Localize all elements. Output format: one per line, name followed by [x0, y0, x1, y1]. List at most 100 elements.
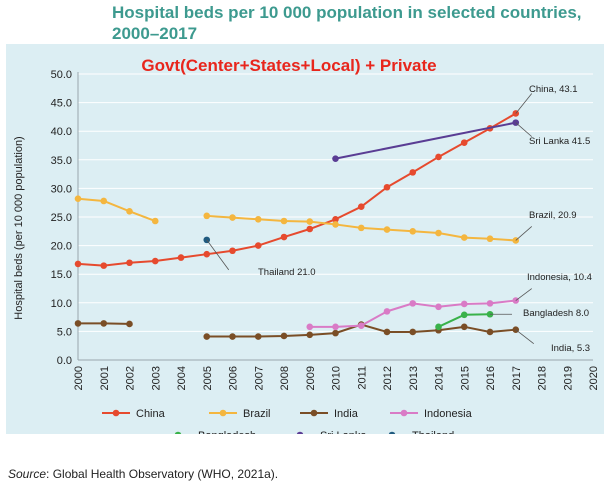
data-point-china [229, 247, 236, 255]
y-tick-label: 20.0 [51, 241, 72, 253]
x-tick-label: 2018 [537, 366, 549, 390]
data-point-indonesia [435, 303, 442, 311]
chart-panel: 0.0 5.0 10.0 15.0 20.0 25.0 30.0 35.0 40.0 45.0 50… [6, 44, 604, 442]
y-axis-label: Hospital beds (per 10 000 population) [13, 136, 25, 319]
series-line-sri-lanka [335, 121, 516, 160]
series-layer [74, 110, 520, 340]
y-tick-label: 15.0 [51, 269, 72, 281]
y-tick-label: 50.0 [51, 69, 72, 81]
data-point-brazil [409, 228, 417, 235]
data-point-china [280, 233, 288, 241]
x-tick-label: 2005 [202, 366, 214, 390]
annotation-label: Indonesia, 10.4 [527, 272, 592, 283]
legend-swatch-dot-sri-lanka [296, 431, 304, 439]
data-point-india [100, 320, 108, 327]
data-point-india [203, 333, 211, 340]
annotation-leader [515, 329, 534, 344]
data-point-india [74, 320, 82, 327]
annotation-layer: China, 43.1 Sri Lanka 41.5 Brazil, 20.9 Tha… [206, 84, 592, 354]
data-point-brazil [203, 212, 211, 220]
legend-layer: China Brazil India Indonesia Bangladesh Sri L… [102, 408, 473, 442]
x-tick-label: 2014 [434, 366, 446, 390]
legend-label-thailand: Thailand [412, 430, 454, 434]
chart-title-line2: 2000–2017 [112, 24, 198, 43]
x-tick-label: 2002 [125, 366, 137, 390]
legend-label-brazil: Brazil [243, 408, 271, 420]
x-tick-label: 2004 [176, 366, 188, 390]
data-point-indonesia [383, 308, 391, 315]
data-point-bangladesh [460, 311, 468, 319]
source-note: Source: Global Health Observatory (WHO, … [8, 467, 278, 481]
chart-svg: 0.0 5.0 10.0 15.0 20.0 25.0 30.0 35.0 40.0 45.0 50… [13, 56, 600, 442]
annotation-leader [515, 288, 532, 301]
x-tick-label: 2009 [305, 366, 317, 390]
data-point-india [229, 333, 236, 340]
data-point-china [100, 262, 108, 269]
data-point-china [126, 259, 133, 267]
annotation-leader [515, 122, 533, 137]
data-point-china [383, 183, 391, 191]
legend-label-indonesia: Indonesia [424, 408, 473, 420]
data-point-brazil [100, 197, 108, 205]
data-point-indonesia [486, 300, 494, 307]
y-tick-label: 10.0 [51, 298, 72, 310]
legend-label-bangladesh: Bangladesh [198, 430, 256, 434]
data-point-brazil [74, 195, 82, 202]
x-tick-label: 2017 [511, 366, 523, 390]
data-point-brazil [280, 217, 288, 225]
overlay-text: Govt(Center+States+Local) + Private [141, 56, 436, 75]
annotation-leader [206, 239, 230, 271]
data-point-brazil [460, 234, 468, 241]
data-point-brazil [151, 217, 159, 225]
legend-swatch-dot-indonesia [400, 409, 408, 417]
data-point-brazil [126, 207, 133, 215]
legend-label-china: China [136, 408, 166, 420]
data-point-china [306, 225, 314, 233]
annotation-label: India, 5.3 [551, 343, 590, 354]
x-tick-label: 2006 [228, 366, 240, 390]
data-point-india [280, 332, 288, 340]
x-tick-label: 2000 [73, 366, 85, 390]
annotation-leader [515, 93, 533, 114]
annotation-label: Sri Lanka 41.5 [529, 136, 590, 147]
data-point-china [435, 153, 442, 161]
annotation-leader [515, 226, 533, 241]
chart-title: Hospital beds per 10 000 population in s… [112, 2, 582, 44]
x-tick-label: 2001 [99, 366, 111, 390]
data-point-china [203, 250, 211, 258]
y-tick-label: 0.0 [57, 355, 72, 367]
data-point-india [306, 331, 314, 339]
data-point-brazil [254, 215, 262, 223]
x-tick-label: 2019 [562, 366, 574, 390]
chart-title-line1: Hospital beds per 10 000 population in s… [112, 3, 582, 22]
data-point-india [409, 328, 417, 336]
data-point-china [409, 169, 417, 176]
series-line-china [77, 112, 517, 267]
x-tick-label: 2010 [331, 366, 343, 390]
y-tick-label: 45.0 [51, 98, 72, 110]
data-point-india [383, 328, 391, 336]
data-point-india [460, 323, 468, 331]
data-point-brazil [229, 214, 236, 221]
legend-label-sri-lanka: Sri Lanka [320, 430, 367, 434]
y-tick-label: 35.0 [51, 155, 72, 167]
data-point-indonesia [332, 323, 339, 331]
annotation-label: China, 43.1 [529, 84, 578, 95]
data-point-india [332, 329, 339, 337]
data-point-china [460, 139, 468, 146]
data-point-indonesia [357, 322, 365, 329]
annotation-label: Thailand 21.0 [258, 267, 316, 278]
data-point-india [126, 320, 133, 328]
x-tick-label: 2003 [150, 366, 162, 390]
data-point-india [254, 333, 262, 340]
x-tick-label: 2012 [382, 366, 394, 390]
axis-layer: 0.0 5.0 10.0 15.0 20.0 25.0 30.0 35.0 40.0 45.0 50… [51, 69, 600, 390]
x-tick-label: 2013 [408, 366, 420, 390]
x-tick-label: 2020 [588, 366, 600, 390]
y-tick-label: 5.0 [57, 326, 72, 338]
data-point-bangladesh [435, 323, 442, 331]
legend-label-india: India [334, 408, 359, 420]
data-point-brazil [306, 218, 314, 225]
data-point-china [177, 254, 185, 261]
x-tick-label: 2016 [485, 366, 497, 390]
